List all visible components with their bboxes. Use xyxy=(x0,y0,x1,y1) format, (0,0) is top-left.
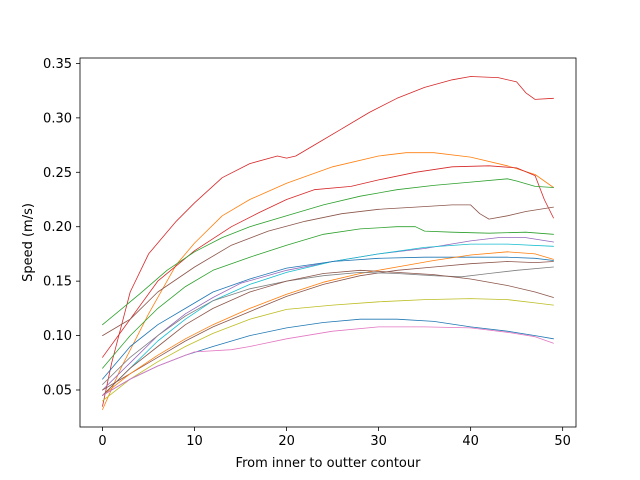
y-tick-label: 0.25 xyxy=(43,166,72,181)
series-line-14 xyxy=(102,298,554,402)
x-tick-label: 20 xyxy=(278,434,295,449)
plot-frame xyxy=(79,57,577,428)
y-axis-ticks: 0.05 0.10 0.15 0.20 0.25 0.30 0.35 xyxy=(43,57,80,398)
x-axis-ticks: 0 10 20 30 40 50 xyxy=(98,427,571,449)
x-tick-label: 0 xyxy=(98,434,106,449)
series-line-3 xyxy=(102,165,554,358)
x-axis-label: From inner to outter contour xyxy=(236,456,422,471)
series-line-6 xyxy=(102,226,554,369)
y-tick-label: 0.15 xyxy=(43,275,72,290)
series-line-12 xyxy=(102,266,554,385)
series-line-4 xyxy=(102,178,554,326)
series-line-5 xyxy=(102,204,554,337)
x-tick-label: 10 xyxy=(186,434,203,449)
x-tick-label: 40 xyxy=(462,434,479,449)
y-tick-label: 0.30 xyxy=(43,111,72,126)
series-line-10 xyxy=(102,261,554,391)
y-tick-label: 0.10 xyxy=(43,329,72,344)
series-line-15 xyxy=(102,318,554,396)
y-axis-label: Speed (m/s) xyxy=(21,203,36,282)
y-tick-label: 0.35 xyxy=(43,57,72,72)
series-line-16 xyxy=(102,326,554,396)
series-line-1 xyxy=(102,76,554,407)
series-lines xyxy=(102,76,554,411)
series-line-8 xyxy=(102,243,554,396)
series-line-13 xyxy=(102,269,554,396)
y-tick-label: 0.05 xyxy=(43,383,72,398)
series-line-7 xyxy=(102,237,554,391)
series-line-9 xyxy=(102,256,554,380)
series-line-11 xyxy=(102,251,554,396)
x-tick-label: 30 xyxy=(370,434,387,449)
x-tick-label: 50 xyxy=(554,434,571,449)
y-tick-label: 0.20 xyxy=(43,220,72,235)
